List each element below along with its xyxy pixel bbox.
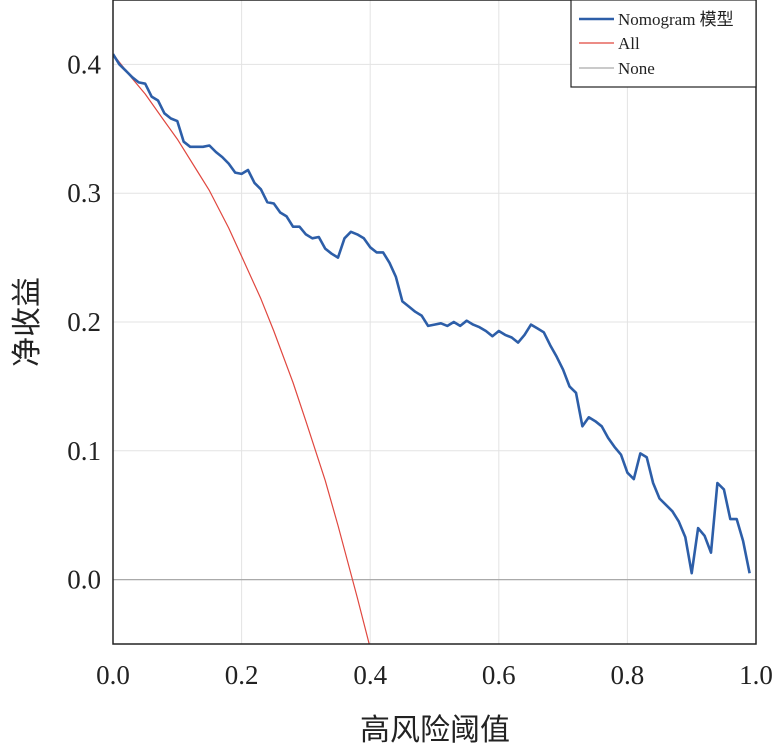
y-tick-label: 0.4 [67,49,101,79]
plot-frame [112,0,757,645]
y-tick-label: 0.3 [67,178,101,208]
x-axis-title: 高风险阈值 [360,713,510,747]
legend: Nomogram 模型 All None [570,0,757,88]
legend-label-none: None [618,59,655,78]
x-tick-label: 0.6 [482,660,516,690]
y-axis-title: 净收益 [10,277,45,367]
x-tick-label: 0.0 [96,660,130,690]
y-tick-label: 0.2 [67,307,101,337]
x-tick-label: 0.2 [225,660,259,690]
x-tick-label: 0.8 [611,660,645,690]
y-tick-label: 0.1 [67,436,101,466]
y-axis-ticks: 0.0 0.1 0.2 0.3 0.4 [67,49,101,594]
legend-label-nomogram: Nomogram 模型 [618,10,734,29]
series-line-all [113,53,370,644]
x-tick-label: 0.4 [353,660,387,690]
series-line-nomogram [113,53,751,575]
y-tick-label: 0.0 [67,565,101,595]
legend-label-all: All [618,34,640,53]
x-tick-label: 1.0 [739,660,773,690]
x-axis-ticks: 0.0 0.2 0.4 0.6 0.8 1.0 [96,660,773,690]
series-lines [113,53,756,644]
legend-box [570,0,757,88]
